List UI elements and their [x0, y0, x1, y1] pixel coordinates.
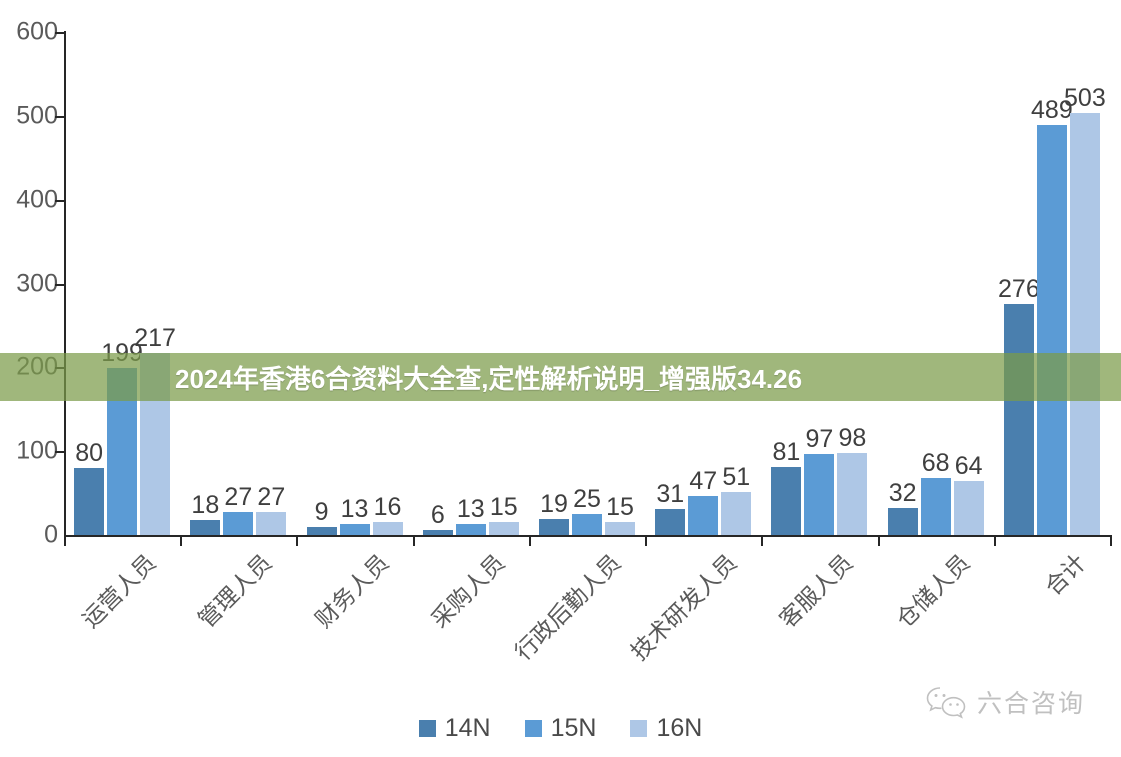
legend-label: 14N	[444, 714, 491, 742]
bar[interactable]: 18	[190, 492, 221, 535]
bar[interactable]: 98	[837, 425, 868, 535]
y-axis-tick	[55, 451, 64, 454]
bar-value-label: 97	[805, 424, 834, 453]
bar-value-label: 64	[954, 452, 983, 481]
bar-value-label: 80	[75, 438, 104, 467]
bar-value-label: 6	[430, 500, 445, 529]
bar[interactable]: 16	[372, 494, 403, 535]
y-axis-tick-label: 600	[16, 17, 58, 46]
legend-label: 15N	[550, 714, 597, 742]
legend-color-swatch	[630, 720, 648, 737]
bar-value-label: 25	[573, 485, 601, 514]
legend-item[interactable]: 15N	[524, 714, 597, 742]
bar[interactable]: 25	[572, 487, 602, 535]
bar[interactable]: 68	[920, 451, 951, 535]
x-axis-tick	[761, 535, 764, 546]
bar-value-label: 51	[722, 463, 751, 492]
bar[interactable]: 13	[455, 497, 486, 535]
chart-legend: 14N 15N 16N	[0, 716, 1121, 741]
bar[interactable]: 81	[771, 440, 802, 535]
bar-value-label: 27	[257, 483, 286, 512]
legend-color-swatch	[524, 720, 542, 737]
bar-value-label: 27	[224, 483, 253, 512]
bar[interactable]: 27	[223, 485, 254, 535]
y-axis-tick	[55, 32, 64, 34]
bar-value-label: 217	[134, 324, 176, 353]
bar[interactable]: 64	[953, 454, 984, 535]
bar-value-label: 98	[838, 423, 867, 452]
bar[interactable]: 27	[256, 485, 287, 535]
y-axis-tick-label: 0	[44, 520, 58, 549]
bar-value-label: 18	[191, 490, 220, 519]
bar[interactable]: 276	[998, 276, 1040, 535]
y-axis-tick	[55, 199, 64, 202]
x-axis-tick	[528, 535, 531, 546]
bar-value-label: 81	[772, 438, 801, 467]
legend-item[interactable]: 16N	[630, 716, 702, 741]
bar-value-label: 276	[998, 274, 1040, 303]
watermark: 六合咨询	[925, 685, 1085, 724]
bar-value-label: 489	[1031, 96, 1073, 125]
bar[interactable]: 9	[306, 500, 337, 535]
bar[interactable]: 80	[74, 440, 105, 535]
y-axis-tick-label: 300	[16, 269, 58, 297]
bar[interactable]: 6	[422, 502, 453, 535]
promo-banner-text: 2024年香港6合资料大全查,定性解析说明_增强版34.26	[175, 363, 803, 394]
bar-value-label: 9	[314, 498, 329, 527]
bar-value-label: 19	[540, 490, 568, 519]
legend-label: 16N	[656, 714, 703, 742]
bar-value-label: 15	[606, 493, 634, 522]
x-axis-tick	[1110, 535, 1112, 546]
y-axis-tick	[55, 115, 64, 118]
legend-item[interactable]: 14N	[418, 714, 491, 742]
bar[interactable]: 15	[488, 495, 519, 535]
bar[interactable]: 47	[688, 468, 719, 535]
x-axis-tick	[877, 535, 880, 546]
x-axis-tick	[296, 535, 299, 546]
bar-value-label: 68	[921, 449, 950, 477]
bar-value-label: 15	[489, 493, 518, 522]
bar[interactable]: 97	[804, 426, 835, 535]
y-axis-tick	[55, 283, 64, 286]
x-axis-tick	[64, 535, 66, 546]
bar[interactable]: 51	[721, 465, 752, 535]
y-axis-tick-label: 100	[16, 436, 58, 465]
wechat-icon	[925, 685, 967, 724]
y-axis-tick-label: 400	[16, 185, 58, 214]
bar-value-label: 47	[689, 466, 718, 495]
bar[interactable]: 15	[605, 495, 635, 535]
x-axis-tick	[412, 535, 415, 546]
bar-value-label: 13	[456, 495, 485, 524]
bar-value-label: 503	[1064, 84, 1106, 113]
x-axis-tick	[180, 535, 183, 546]
bar[interactable]: 32	[887, 481, 918, 535]
bar-value-label: 13	[340, 495, 369, 524]
bar-value-label: 32	[888, 479, 917, 508]
x-axis-category-labels: 运营人员 管理人员 财务人员 采购人员 行政后勤人员 技术研发人员 客服人员 仓储人员 合计	[0, 537, 1121, 697]
plot-area: 8019921718272791316613151925153147518197…	[65, 20, 1110, 535]
bar-value-label: 16	[373, 492, 402, 521]
x-axis-tick	[645, 535, 648, 546]
y-axis-tick-label: 500	[16, 101, 58, 130]
bar[interactable]: 13	[339, 497, 370, 535]
bar[interactable]: 489	[1031, 98, 1073, 535]
promo-banner-overlay: 2024年香港6合资料大全查,定性解析说明_增强版34.26	[0, 353, 1121, 401]
watermark-text: 六合咨询	[977, 690, 1086, 718]
x-axis-line	[64, 535, 1112, 546]
bar[interactable]: 31	[655, 482, 686, 535]
bar-value-label: 31	[656, 480, 685, 509]
bar[interactable]: 19	[539, 492, 569, 535]
legend-color-swatch	[418, 720, 436, 737]
x-axis-tick	[993, 535, 996, 546]
bar[interactable]: 503	[1064, 86, 1106, 535]
